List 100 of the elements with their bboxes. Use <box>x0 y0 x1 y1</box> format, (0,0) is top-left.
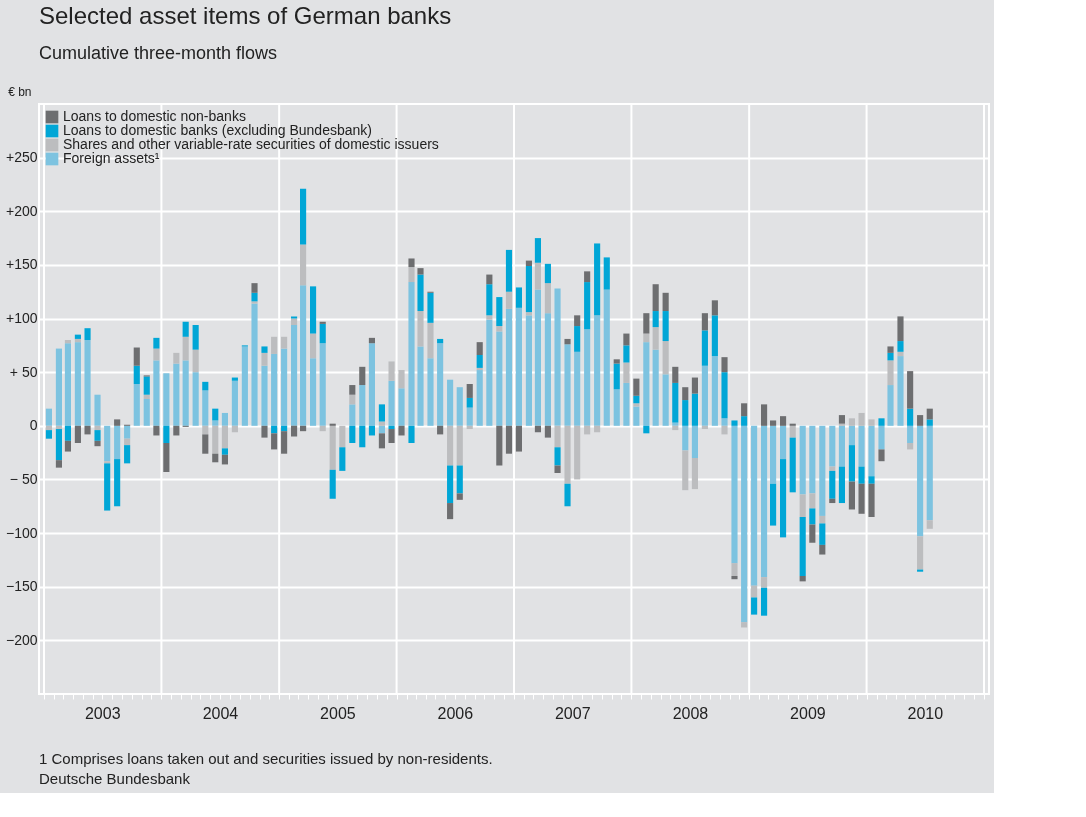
bar <box>74 334 81 339</box>
bar <box>173 425 180 436</box>
bar <box>887 385 894 426</box>
bar <box>427 322 434 359</box>
bar <box>291 425 298 437</box>
bar <box>417 268 424 275</box>
bar <box>378 404 385 422</box>
bar <box>94 440 101 447</box>
bar <box>926 419 933 426</box>
bar <box>829 470 836 499</box>
bar <box>554 447 561 466</box>
bar <box>623 382 630 426</box>
bar <box>770 425 777 484</box>
bar <box>281 425 288 432</box>
bar <box>662 374 669 426</box>
bar <box>124 445 131 464</box>
bar <box>544 283 551 314</box>
bar <box>291 324 298 426</box>
bar <box>711 356 718 426</box>
bar <box>691 377 698 394</box>
bar <box>319 323 326 344</box>
bar <box>64 343 71 426</box>
bar <box>761 587 768 616</box>
bar <box>476 370 483 426</box>
bar <box>64 440 71 452</box>
bar <box>261 352 268 366</box>
bar <box>594 315 601 426</box>
bar <box>887 360 894 386</box>
bar <box>173 352 180 364</box>
bar <box>858 412 865 426</box>
bar <box>388 380 395 426</box>
bar <box>711 300 718 316</box>
bar <box>741 425 748 623</box>
y-tick-label: +150 <box>5 256 38 273</box>
bar <box>848 481 855 510</box>
bar <box>633 403 640 407</box>
bar <box>691 458 698 490</box>
bar <box>809 425 816 494</box>
bar <box>525 260 532 266</box>
bar <box>662 341 669 375</box>
bar <box>897 316 904 342</box>
bar <box>476 342 483 356</box>
bar <box>45 425 53 431</box>
bar <box>124 438 131 446</box>
bar <box>564 338 571 345</box>
bar <box>368 343 375 426</box>
bar <box>838 425 845 467</box>
bar <box>594 243 601 316</box>
bar <box>868 476 875 484</box>
bar <box>926 520 933 529</box>
bar <box>398 388 405 426</box>
bar <box>741 403 748 417</box>
bar <box>251 283 258 293</box>
bar <box>779 459 787 538</box>
bar <box>45 408 53 426</box>
bar <box>819 515 826 524</box>
bar <box>291 316 298 319</box>
bar <box>64 425 71 441</box>
bar <box>114 459 121 507</box>
y-tick-label: −150 <box>5 578 38 595</box>
bar <box>349 385 356 395</box>
bar <box>466 407 473 426</box>
bar <box>613 359 620 364</box>
bar <box>564 344 571 426</box>
bar <box>84 328 91 340</box>
bar <box>496 326 503 332</box>
bar <box>761 577 768 588</box>
bar <box>878 449 885 462</box>
bar <box>643 425 650 434</box>
y-tick-label: +100 <box>5 310 38 327</box>
bar <box>447 465 454 504</box>
bar <box>799 576 806 582</box>
bar <box>339 447 346 471</box>
bar <box>643 313 650 334</box>
bar <box>202 434 209 454</box>
bar <box>564 425 571 484</box>
bar <box>584 425 591 435</box>
text: 1 Comprises loans taken out and securities issued by non-residents. <box>39 750 493 767</box>
bar <box>114 425 121 460</box>
bar <box>388 425 395 430</box>
bar <box>721 372 728 419</box>
bar <box>907 425 914 443</box>
bar <box>917 425 924 537</box>
bar <box>359 366 366 386</box>
bar <box>603 257 610 290</box>
bar <box>104 461 111 464</box>
bar <box>525 265 532 313</box>
bar <box>761 425 768 578</box>
bar <box>701 313 708 331</box>
bar <box>926 408 933 420</box>
y-tick-label: −200 <box>5 631 38 648</box>
bar <box>133 365 140 384</box>
bar <box>182 321 189 337</box>
bar <box>271 425 278 434</box>
bar <box>192 324 199 350</box>
bar <box>173 363 180 426</box>
bar <box>662 292 669 312</box>
x-tick-label: 2007 <box>554 704 591 722</box>
bar <box>319 321 326 324</box>
bar <box>163 442 170 472</box>
